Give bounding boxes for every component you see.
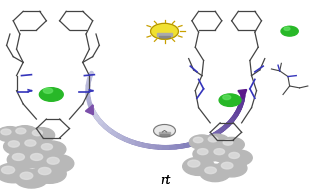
Circle shape [151, 23, 178, 39]
Circle shape [204, 134, 229, 149]
Circle shape [4, 138, 33, 155]
Circle shape [8, 141, 20, 147]
Circle shape [25, 151, 57, 169]
Circle shape [2, 166, 15, 174]
Circle shape [219, 137, 244, 152]
Circle shape [154, 125, 175, 137]
Circle shape [223, 95, 231, 100]
Circle shape [33, 164, 66, 183]
Text: rt: rt [160, 174, 171, 187]
Circle shape [39, 88, 63, 101]
Circle shape [281, 26, 298, 36]
Circle shape [0, 163, 30, 183]
Circle shape [38, 167, 51, 175]
Circle shape [216, 160, 247, 177]
Circle shape [41, 144, 53, 150]
Circle shape [189, 135, 214, 149]
Circle shape [32, 130, 42, 136]
Circle shape [210, 146, 237, 162]
Circle shape [12, 126, 38, 141]
Circle shape [188, 160, 200, 167]
Circle shape [214, 149, 224, 155]
Circle shape [205, 167, 216, 174]
Circle shape [30, 153, 43, 160]
Text: rt: rt [160, 174, 171, 187]
Circle shape [16, 128, 26, 134]
Circle shape [28, 128, 55, 143]
Circle shape [47, 157, 59, 164]
Bar [159, 132, 170, 135]
Circle shape [208, 136, 218, 142]
Circle shape [1, 129, 11, 135]
Circle shape [219, 94, 241, 106]
Circle shape [200, 164, 230, 182]
Circle shape [0, 127, 23, 142]
Circle shape [15, 169, 48, 188]
Circle shape [20, 172, 33, 179]
Circle shape [12, 153, 24, 160]
Bar [159, 36, 170, 38]
Circle shape [42, 154, 74, 173]
Circle shape [7, 151, 39, 169]
Bar [160, 134, 169, 136]
Circle shape [183, 157, 214, 175]
Circle shape [229, 152, 239, 158]
Circle shape [284, 27, 290, 30]
Circle shape [37, 141, 66, 158]
Circle shape [224, 150, 252, 166]
Circle shape [20, 137, 49, 154]
Circle shape [43, 88, 53, 93]
Circle shape [197, 149, 208, 155]
Circle shape [25, 140, 36, 146]
Circle shape [193, 146, 221, 162]
Bar [157, 33, 172, 36]
Circle shape [223, 140, 233, 145]
Circle shape [221, 162, 233, 169]
Circle shape [193, 137, 203, 143]
